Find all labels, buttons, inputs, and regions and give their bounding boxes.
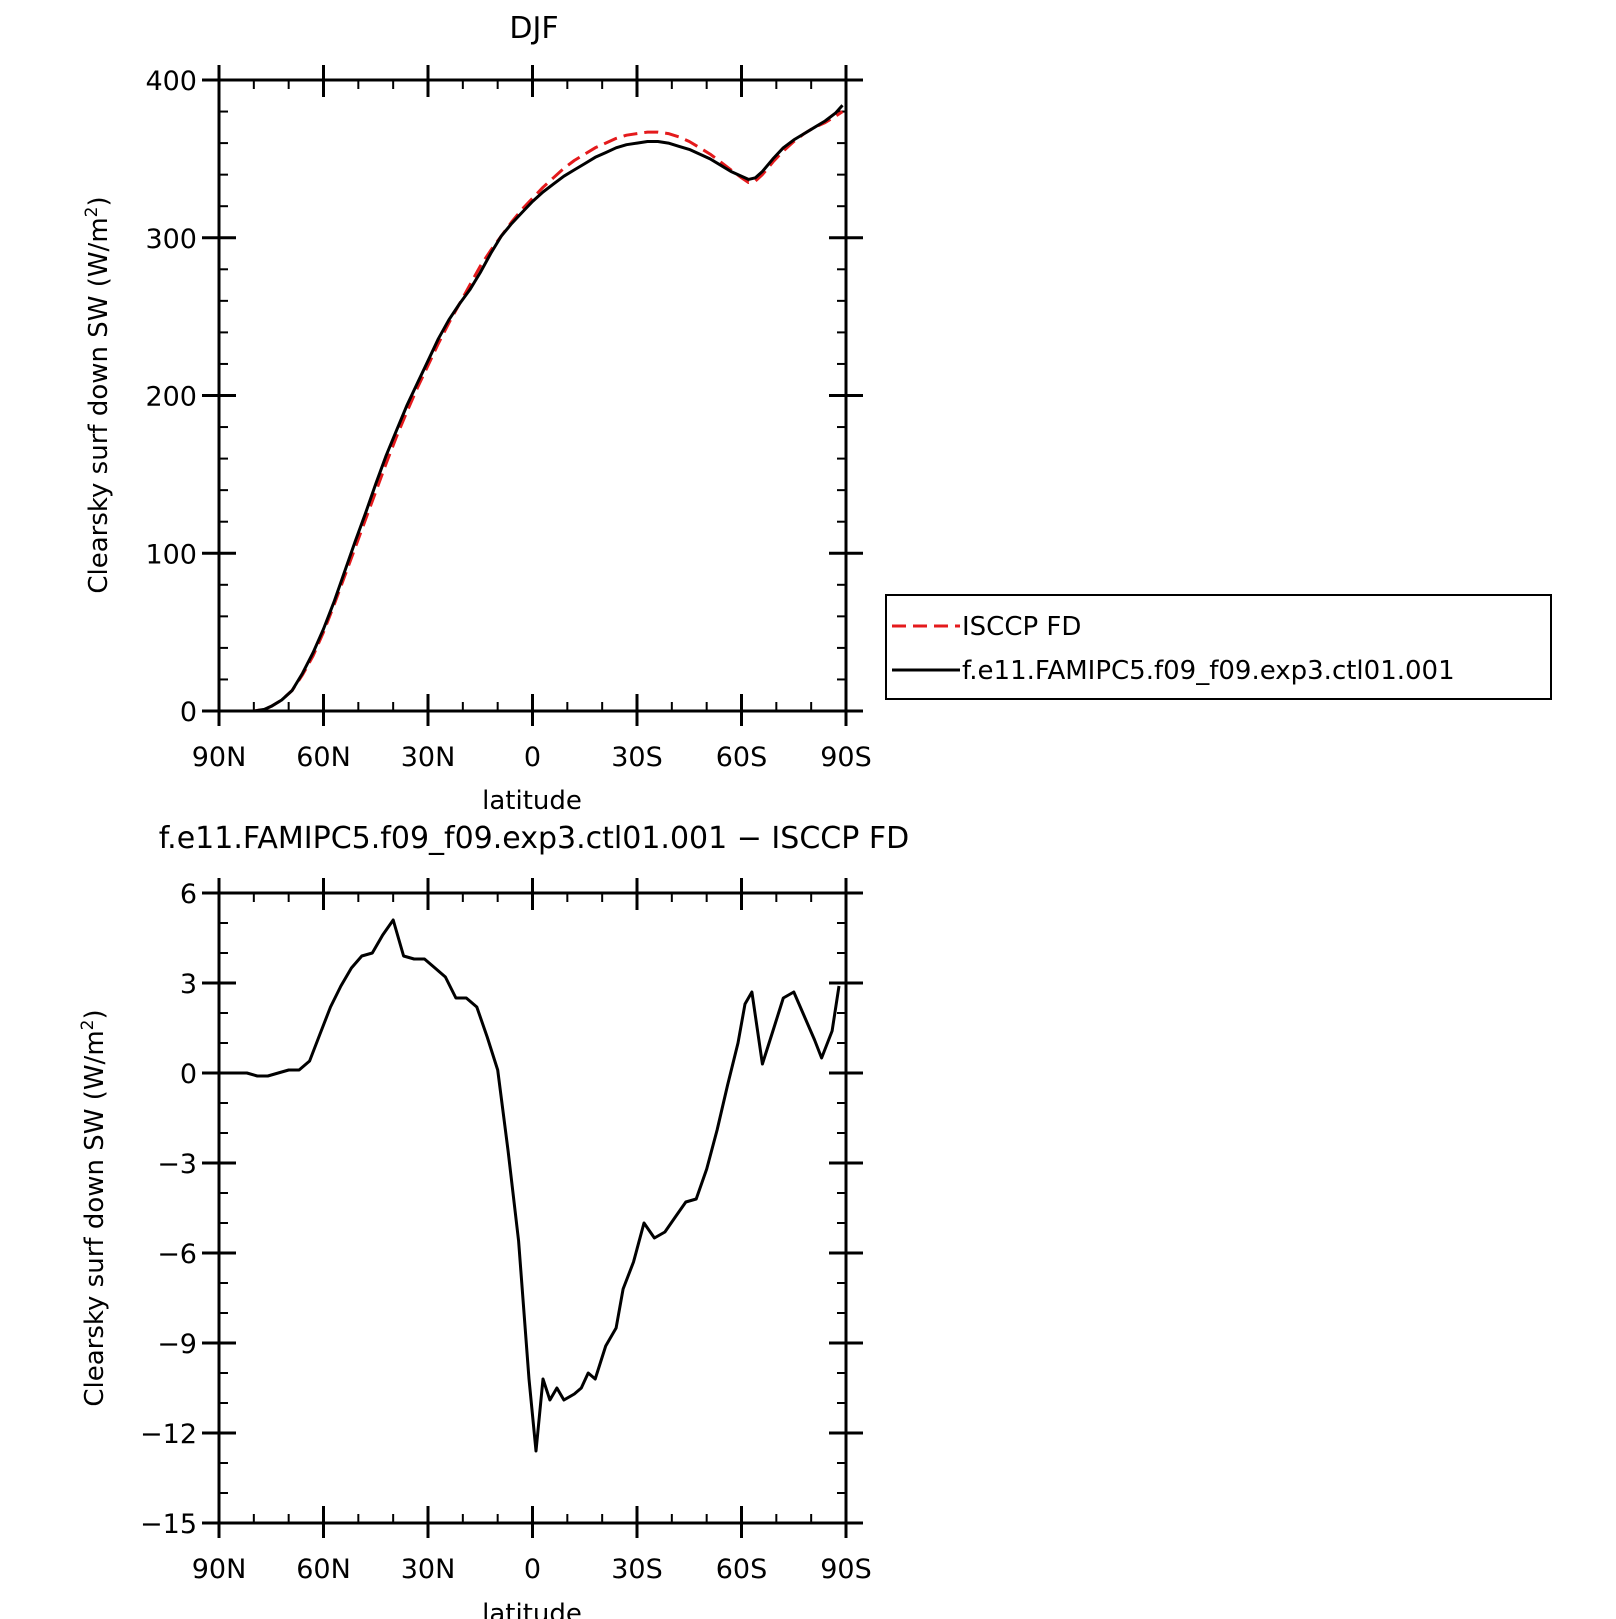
bottom-y-tick-label: −12 bbox=[140, 1419, 197, 1450]
bottom-panel: f.e11.FAMIPC5.f09_f09.exp3.ctl01.001 − I… bbox=[78, 821, 909, 1619]
bottom-series-group bbox=[226, 918, 841, 1453]
top-x-tick-label: 30N bbox=[401, 742, 456, 773]
top-y-tick-label: 400 bbox=[145, 66, 197, 97]
bottom-x-tick-label: 60S bbox=[716, 1554, 768, 1585]
bottom-x-tick-label: 60N bbox=[296, 1554, 351, 1585]
top-chart-title: DJF bbox=[509, 11, 558, 46]
top-series-group bbox=[226, 104, 844, 713]
top-x-tick-label: 60S bbox=[716, 742, 768, 773]
bottom-y-axis-label-superscript: 2 bbox=[78, 1020, 98, 1031]
top-x-tick-label: 90N bbox=[192, 742, 247, 773]
bottom-y-tick-label: −6 bbox=[157, 1239, 197, 1270]
bottom-series-line-0 bbox=[226, 918, 841, 1453]
bottom-y-tick-label: −3 bbox=[157, 1149, 197, 1180]
bottom-y-tick-label: −9 bbox=[157, 1329, 197, 1360]
top-x-tick-label: 0 bbox=[524, 742, 541, 773]
legend-label-model: f.e11.FAMIPC5.f09_f09.exp3.ctl01.001 bbox=[962, 656, 1455, 686]
top-y-tick-label: 200 bbox=[145, 382, 197, 413]
top-y-axis-label: Clearsky surf down SW (W/m2) bbox=[82, 196, 114, 593]
top-x-axis-label: latitude bbox=[482, 786, 582, 816]
top-y-tick-label: 100 bbox=[145, 539, 197, 570]
bottom-x-tick-label: 30S bbox=[611, 1554, 663, 1585]
bottom-x-tick-label: 90S bbox=[820, 1554, 872, 1585]
top-y-tick-label: 0 bbox=[180, 697, 197, 728]
top-x-tick-label: 90S bbox=[820, 742, 872, 773]
top-x-tick-label: 60N bbox=[296, 742, 351, 773]
bottom-y-tick-label: 6 bbox=[180, 879, 197, 910]
bottom-y-axis-label: Clearsky surf down SW (W/m2) bbox=[78, 1009, 110, 1406]
top-series-line-0 bbox=[226, 110, 844, 713]
legend: ISCCP FD f.e11.FAMIPC5.f09_f09.exp3.ctl0… bbox=[885, 594, 1552, 700]
bottom-y-tick-label: 0 bbox=[180, 1059, 197, 1090]
bottom-axes: −15 −12 −9 −6 −3 0 3 6 90N 60N 30N 0 30S 60S 90S bbox=[140, 878, 872, 1585]
top-x-tick-label: 30S bbox=[611, 742, 663, 773]
bottom-plot-frame bbox=[217, 891, 848, 1525]
bottom-y-tick-label: 3 bbox=[180, 969, 197, 1000]
bottom-y-axis-label-main: Clearsky surf down SW (W/m bbox=[80, 1030, 110, 1406]
legend-label-isccp: ISCCP FD bbox=[962, 612, 1081, 642]
bottom-y-tick-label: −15 bbox=[140, 1509, 197, 1540]
top-y-axis-label-superscript: 2 bbox=[82, 207, 102, 218]
top-y-axis-label-close: ) bbox=[84, 196, 114, 206]
bottom-x-tick-label: 0 bbox=[524, 1554, 541, 1585]
bottom-chart-title: f.e11.FAMIPC5.f09_f09.exp3.ctl01.001 − I… bbox=[159, 821, 909, 856]
legend-box bbox=[885, 594, 1552, 700]
top-plot-frame bbox=[217, 78, 848, 713]
top-y-axis-label-main: Clearsky surf down SW (W/m bbox=[84, 217, 114, 593]
bottom-x-tick-label: 30N bbox=[401, 1554, 456, 1585]
top-series-line-1 bbox=[226, 104, 844, 713]
bottom-x-axis-label: latitude bbox=[482, 1599, 582, 1619]
top-y-tick-label: 300 bbox=[145, 224, 197, 255]
top-panel: DJF 0 100 200 300 400 90N 60N 30N 0 30S 60S 90S lat… bbox=[82, 11, 872, 816]
bottom-x-tick-label: 90N bbox=[192, 1554, 247, 1585]
bottom-y-axis-label-close: ) bbox=[80, 1009, 110, 1019]
